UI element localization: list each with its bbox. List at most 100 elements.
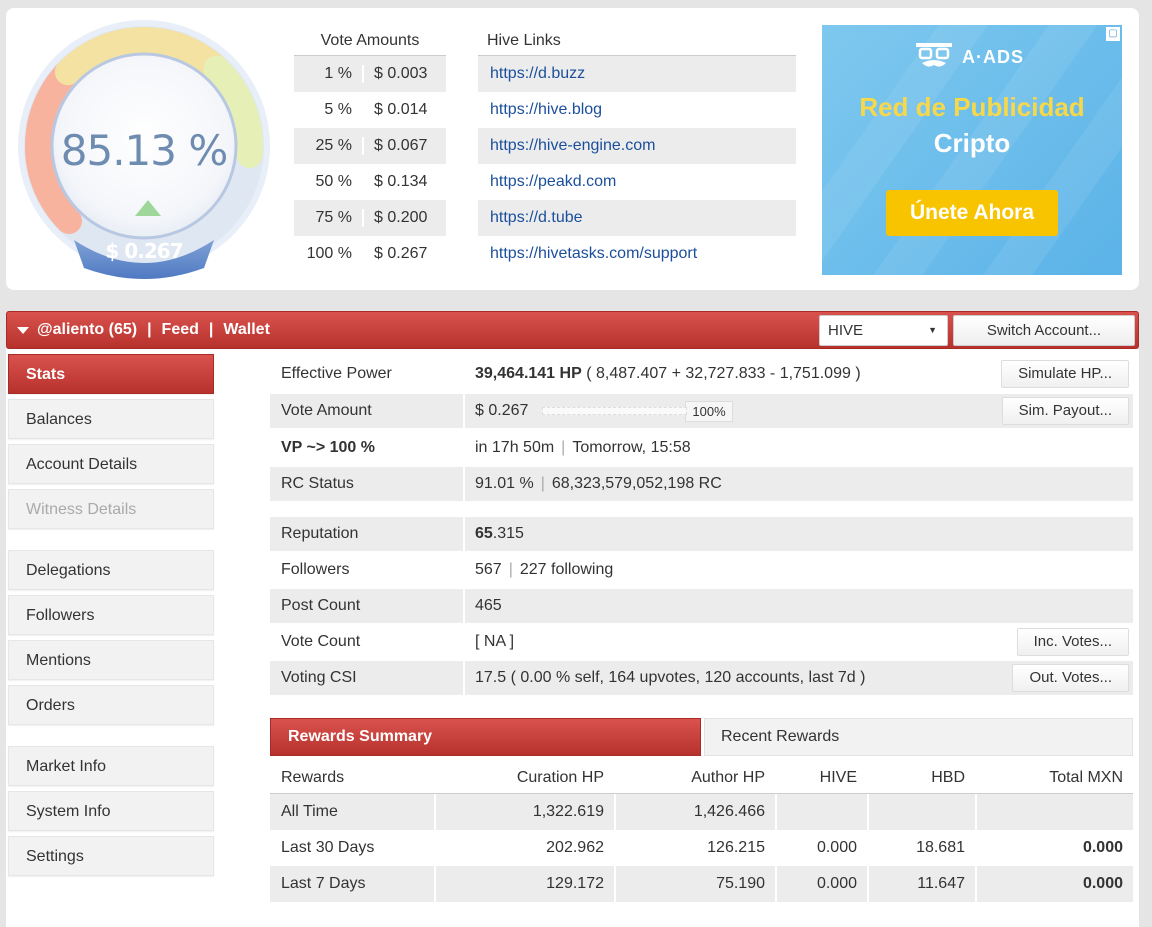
stats-row-post-count: Post Count 465 [270,589,1133,623]
ad-subheadline: Cripto [933,128,1011,158]
sim-payout-button[interactable]: Sim. Payout... [1001,397,1129,425]
account-nav: @aliento (65) | Feed | Wallet [17,312,270,348]
column-header: HBD [931,768,965,786]
stats-label: Followers [270,553,465,587]
rewards-table: Rewards Curation HP Author HP HIVE HBD T… [270,762,1133,902]
effective-power-detail: ( 8,487.407 + 32,727.833 - 1,751.099 ) [586,365,861,382]
table-cell: 0.000 [775,866,867,902]
ad-logo: A·ADS [914,41,1024,73]
sidebar-item-mentions[interactable]: Mentions [8,640,214,680]
vote-weight-slider[interactable] [542,407,688,415]
stats-value: in 17h 50m | Tomorrow, 15:58 [465,439,1133,457]
table-cell [975,794,1133,830]
vote-value: $ 0.267 [105,239,183,263]
table-cell: 0.000 [975,830,1133,866]
following-count: 227 following [519,561,614,578]
vote-amt: $ 0.067 [362,137,446,155]
hive-link[interactable]: https://peakd.com [490,173,617,190]
stats-label: Voting CSI [270,661,465,695]
table-cell: 129.172 [434,866,614,902]
wallet-link[interactable]: Wallet [223,321,270,338]
followers-count: 567 [475,561,502,578]
stats-value: 465 [475,597,502,614]
vp-time: in 17h 50m [475,439,555,456]
vote-amount-row: 50 % $ 0.134 [294,164,446,200]
sidebar-item-balances[interactable]: Balances [8,399,214,439]
table-cell: Last 7 Days [281,875,366,892]
sidebar-item-stats[interactable]: Stats [8,354,214,394]
gauge-arc-high [203,55,263,168]
mascot-icon [916,43,952,67]
sidebar-item-market-info[interactable]: Market Info [8,746,214,786]
hive-link[interactable]: https://hive.blog [490,101,603,118]
table-cell: 202.962 [434,830,614,866]
stats-label: Effective Power [270,357,465,391]
separator: | [508,561,513,578]
currency-select[interactable]: HIVE ▼ [819,315,948,346]
gauge-graphic [18,20,270,279]
feed-link[interactable]: Feed [161,321,199,338]
sidebar-item-settings[interactable]: Settings [8,836,214,876]
effective-power-total: 39,464.141 HP [475,365,582,382]
gauge-arc-low [24,59,82,234]
rewards-header-row: Rewards Curation HP Author HP HIVE HBD T… [270,762,1133,794]
stats-value: 39,464.141 HP ( 8,487.407 + 32,727.833 -… [465,365,1133,383]
stats-row-vote-amount: Vote Amount $ 0.267 100% Sim. Payout... [270,394,1133,428]
simulate-hp-button[interactable]: Simulate HP... [1001,360,1129,388]
hive-link[interactable]: https://hivetasks.com/support [490,245,698,262]
ad-join-button[interactable]: Únete Ahora [886,190,1058,236]
table-cell: 1,426.466 [614,794,775,830]
rc-percent: 91.01 % [475,475,534,492]
vote-amount-row: 100 % $ 0.267 [294,236,446,272]
stats-label: VP ~> 100 % [270,431,465,465]
stats-row-reputation: Reputation 65.315 [270,517,1133,551]
vote-amt: $ 0.014 [362,101,446,119]
vote-amount-row: 5 % $ 0.014 [294,92,446,128]
sidebar-item-delegations[interactable]: Delegations [8,550,214,590]
column-header: Total MXN [1049,768,1123,786]
hive-link[interactable]: https://hive-engine.com [478,128,796,164]
vote-amt: $ 0.134 [362,173,446,191]
column-header: HIVE [819,768,857,786]
stats-label: RC Status [270,467,465,501]
stats-row-vp: VP ~> 100 % in 17h 50m | Tomorrow, 15:58 [270,431,1133,465]
stats-row-effective-power: Effective Power 39,464.141 HP ( 8,487.40… [270,357,1133,391]
table-cell: 18.681 [867,830,975,866]
up-arrow-icon [135,200,161,216]
table-cell [775,794,867,830]
account-name-link[interactable]: @aliento (65) [37,321,138,338]
table-cell: All Time [281,803,338,820]
ad-headline: Red de Publicidad [859,92,1085,122]
column-header: Curation HP [516,768,604,786]
stats-label: Vote Amount [270,394,465,428]
tab-recent-rewards[interactable]: Recent Rewards [704,718,1133,756]
table-row: Last 30 Days 202.962 126.215 0.000 18.68… [270,830,1133,866]
caret-down-icon[interactable] [17,326,29,334]
sidebar-item-account-details[interactable]: Account Details [8,444,214,484]
inc-votes-button[interactable]: Inc. Votes... [1016,628,1129,656]
out-votes-button[interactable]: Out. Votes... [1012,664,1129,692]
currency-select-value: HIVE [828,322,864,339]
vote-pct: 100 % [306,245,352,262]
column-header: Rewards [281,768,345,786]
table-cell: 1,322.619 [434,794,614,830]
ad-logo-text: A·ADS [962,46,1024,67]
sidebar-item-followers[interactable]: Followers [8,595,214,635]
separator: | [561,439,566,456]
sidebar-item-witness-details: Witness Details [8,489,214,529]
vp-date: Tomorrow, 15:58 [572,439,691,456]
tab-rewards-summary[interactable]: Rewards Summary [270,718,701,756]
switch-account-button[interactable]: Switch Account... [953,315,1135,346]
stats-value: 65.315 [465,525,1133,543]
ad-close-icon[interactable]: ▢ [1106,27,1120,41]
table-cell: 75.190 [614,866,775,902]
voting-power-percent: 85.13 % [60,126,229,175]
hive-link[interactable]: https://d.buzz [478,56,796,92]
gauge-arc-mid [54,26,230,86]
sidebar-item-orders[interactable]: Orders [8,685,214,725]
hive-link[interactable]: https://d.tube [478,200,796,236]
stats-value: 91.01 % | 68,323,579,052,198 RC [465,475,1133,493]
table-cell: 11.647 [867,866,975,902]
sidebar-item-system-info[interactable]: System Info [8,791,214,831]
advertisement-banner[interactable]: A·ADS Red de Publicidad Cripto Únete Aho… [822,25,1122,275]
